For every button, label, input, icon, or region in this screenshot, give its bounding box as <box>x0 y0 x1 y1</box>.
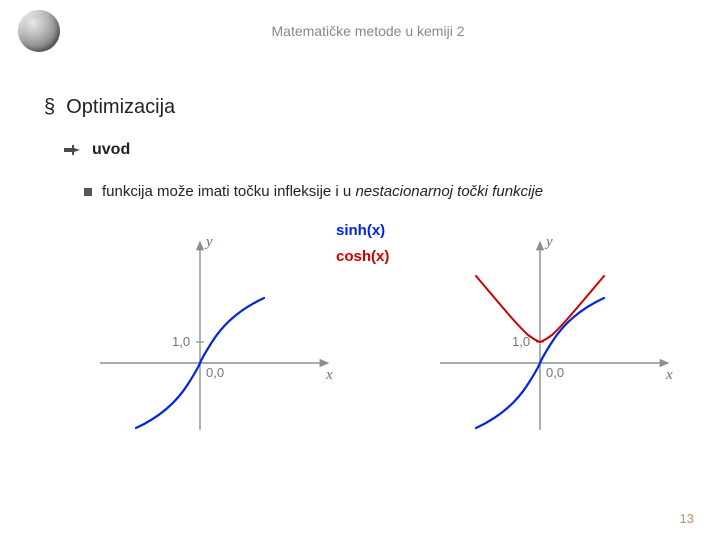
section-symbol: § <box>44 96 55 118</box>
svg-text:1,0: 1,0 <box>512 334 530 349</box>
svg-text:0,0: 0,0 <box>206 365 224 380</box>
svg-text:1,0: 1,0 <box>172 334 190 349</box>
subsection-row: uvod <box>62 141 720 159</box>
charts-area: sinh(x) cosh(x) 1,0 0,0 y x 1,0 0,0 y x <box>0 210 720 450</box>
slide-header: Matematičke metode u kemiji 2 <box>0 0 720 58</box>
page-number: 13 <box>680 511 694 526</box>
section-title: § Optimizacija <box>44 96 720 119</box>
body-text: funkcija može imati točku infleksije i u… <box>102 183 543 200</box>
section-name: Optimizacija <box>66 96 175 118</box>
sinh-cosh-chart: 1,0 0,0 y x <box>420 228 680 438</box>
sinh-cosh-chart-svg: 1,0 0,0 y x <box>420 228 680 438</box>
svg-text:0,0: 0,0 <box>546 365 564 380</box>
svg-text:x: x <box>665 367 673 383</box>
svg-text:x: x <box>325 367 333 383</box>
pointing-hand-icon <box>62 143 82 157</box>
sinh-chart-svg: 1,0 0,0 y x <box>80 228 340 438</box>
chart-legend: sinh(x) cosh(x) <box>336 218 389 269</box>
legend-cosh: cosh(x) <box>336 244 389 270</box>
body-text-row: funkcija može imati točku infleksije i u… <box>84 183 720 200</box>
subsection-title: uvod <box>92 141 130 159</box>
svg-text:y: y <box>544 234 553 250</box>
body-text-italic: nestacionarnoj točki funkcije <box>355 183 543 200</box>
legend-sinh: sinh(x) <box>336 218 389 244</box>
svg-text:y: y <box>204 234 213 250</box>
bullet-icon <box>84 188 92 196</box>
body-text-plain: funkcija može imati točku infleksije i u <box>102 183 355 200</box>
sinh-chart: 1,0 0,0 y x <box>80 228 340 438</box>
header-title: Matematičke metode u kemiji 2 <box>34 23 702 39</box>
